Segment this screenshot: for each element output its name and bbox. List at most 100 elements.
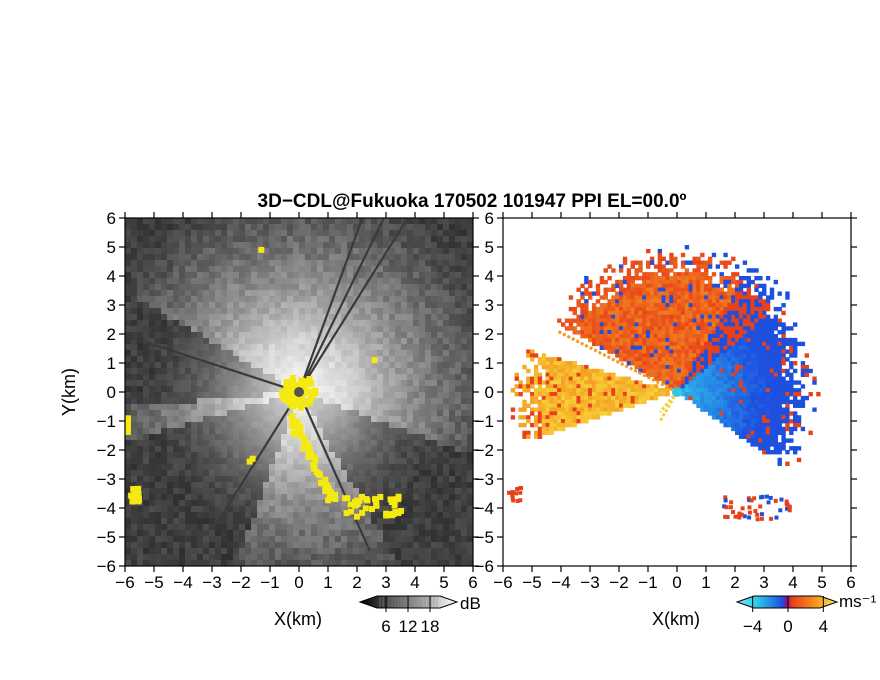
snr-cell [461,530,468,537]
snr-cell [431,554,438,561]
velocity-cell [649,368,655,374]
snr-cell [143,386,150,393]
velocity-cell [572,395,577,401]
snr-cell [413,512,420,519]
snr-cell [281,554,288,561]
velocity-cell [646,357,651,362]
snr-cell [161,494,168,501]
velocity-cell [619,264,624,269]
velocity-cell [646,372,651,378]
velocity-cell [677,283,682,289]
snr-cell [443,512,450,519]
snr-cell [125,344,132,351]
velocity-cell [661,380,666,385]
snr-cell [455,530,462,537]
velocity-cell [564,361,570,366]
velocity-cell [704,291,709,296]
velocity-cell [595,310,601,316]
snr-cell [221,554,228,561]
snr-cell [341,230,348,237]
velocity-cell [622,380,628,385]
snr-cell [179,500,186,507]
velocity-cell [634,318,639,323]
velocity-cell [677,368,682,374]
velocity-cell [669,368,674,374]
snr-cell [443,506,450,513]
snr-cell [461,308,468,315]
snr-cell [365,230,372,237]
velocity-cell [669,376,674,381]
snr-cell [287,542,294,549]
velocity-cell [545,422,550,428]
velocity-cell [576,314,581,320]
velocity-cell [622,376,628,381]
velocity-cell [677,372,682,378]
velocity-cell [688,334,693,339]
snr-masked-point [301,439,308,446]
snr-cell [293,218,300,225]
velocity-cell [688,303,693,308]
velocity-cell [692,372,697,378]
velocity-cell [619,318,624,323]
velocity-cell [568,419,574,424]
snr-cell [455,554,462,561]
velocity-cell [634,357,639,362]
snr-cell [155,272,162,279]
snr-cell [341,554,348,561]
velocity-cell [619,403,624,408]
snr-cell [155,524,162,531]
snr-cell [305,542,312,549]
velocity-cell [580,419,585,424]
snr-cell [425,524,432,531]
snr-cell [143,494,150,501]
snr-cell [455,398,462,405]
snr-cell [137,392,144,399]
velocity-cell [688,364,693,370]
snr-cell [233,218,240,225]
snr-masked-point [362,505,369,512]
velocity-cell [526,415,531,420]
velocity-cell [611,330,616,335]
velocity-cell [700,279,705,285]
velocity-cell [665,380,670,385]
velocity-cell [653,264,659,269]
velocity-cell [684,376,690,381]
snr-cell [131,272,138,279]
snr-cell [131,386,138,393]
snr-cell [269,236,276,243]
velocity-cell [646,392,651,397]
snr-cell [323,560,330,566]
velocity-cell [572,318,577,323]
snr-cell [227,536,234,543]
velocity-cell [518,415,523,420]
velocity-cell [696,306,701,312]
snr-masked-point [306,399,313,406]
snr-blocked-beam [125,334,300,394]
velocity-cell [626,283,632,289]
velocity-cell [653,372,659,378]
snr-cell [407,242,414,249]
snr-masked-point [303,388,310,395]
snr-cell [131,536,138,543]
snr-cell [383,218,390,225]
snr-cell [137,254,144,261]
snr-cell [173,494,180,501]
velocity-cell [680,368,686,374]
velocity-cell [696,279,701,285]
snr-cell [461,284,468,291]
snr-cell [377,542,384,549]
snr-cell [167,278,174,285]
velocity-cell [653,368,659,374]
snr-cell [191,236,198,243]
snr-cell [161,296,168,303]
snr-masked-point [279,389,286,396]
velocity-cell [680,349,686,354]
velocity-cell [653,345,659,350]
snr-cell [161,542,168,549]
velocity-cell [580,318,585,323]
velocity-cell [576,411,581,416]
velocity-cell [522,403,527,408]
velocity-cell [665,361,670,366]
snr-cell [461,260,468,267]
snr-cell [449,266,456,273]
